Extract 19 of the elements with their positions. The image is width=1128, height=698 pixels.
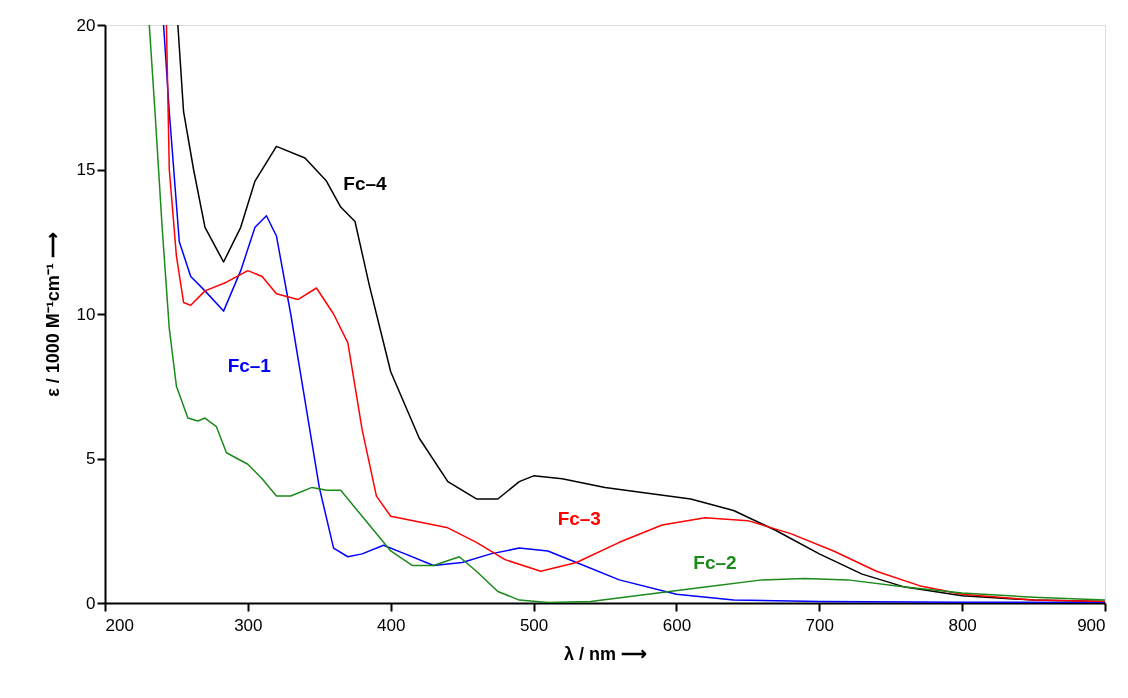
x-tick-label: 500 (519, 615, 549, 635)
x-tick-label: 200 (105, 615, 134, 635)
y-tick-label: 5 (86, 449, 96, 468)
y-tick-label: 15 (76, 160, 96, 179)
x-tick-label: 900 (1077, 615, 1106, 635)
x-axis-title: λ / nm ⟶ (563, 643, 648, 664)
y-tick-label: 0 (86, 593, 96, 613)
y-tick-label: 10 (76, 304, 96, 324)
series-label: Fc–3 (557, 508, 601, 530)
x-tick-label: 700 (805, 615, 834, 635)
y-axis-title: ε / 1000 M⁻¹cm⁻¹ ⟶ (42, 232, 63, 397)
series-label: Fc–2 (693, 551, 737, 573)
x-tick-label: 400 (377, 615, 406, 635)
y-tick-label: 20 (76, 15, 96, 35)
x-tick-label: 800 (948, 615, 977, 635)
x-tick-label: 300 (234, 615, 263, 635)
series-label: Fc–1 (227, 355, 272, 377)
series-label: Fc–4 (343, 172, 388, 194)
x-tick-label: 600 (662, 615, 692, 635)
